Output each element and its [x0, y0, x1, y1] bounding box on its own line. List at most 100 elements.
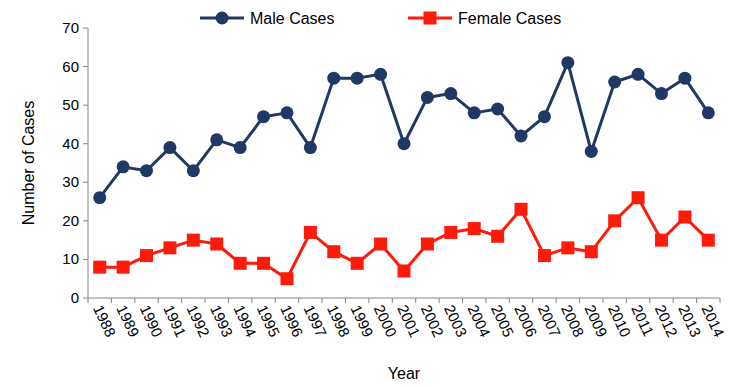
x-tick — [415, 298, 416, 303]
data-point — [304, 141, 317, 154]
data-point — [608, 214, 621, 227]
data-point — [163, 141, 176, 154]
y-tick-label: 60 — [62, 58, 79, 75]
x-tick — [696, 298, 697, 303]
data-point — [398, 265, 411, 278]
legend-marker — [424, 12, 437, 25]
x-tick — [485, 298, 486, 303]
x-tick — [228, 298, 229, 303]
chart: 0102030405060701988198919901991199219931… — [0, 0, 752, 387]
data-point — [351, 72, 364, 85]
data-point — [515, 203, 528, 216]
x-tick — [673, 298, 674, 303]
data-point — [421, 91, 434, 104]
y-tick-label: 30 — [62, 173, 79, 190]
data-point — [561, 241, 574, 254]
data-point — [421, 238, 434, 251]
data-point — [140, 164, 153, 177]
data-point — [234, 257, 247, 270]
y-tick — [83, 66, 88, 67]
data-point — [374, 238, 387, 251]
data-point — [678, 211, 691, 224]
data-point — [561, 56, 574, 69]
legend-label: Male Cases — [250, 10, 334, 27]
data-point — [351, 257, 364, 270]
y-tick-label: 40 — [62, 135, 79, 152]
x-tick — [205, 298, 206, 303]
x-tick — [88, 298, 89, 303]
x-tick — [462, 298, 463, 303]
data-point — [585, 245, 598, 258]
y-tick-label: 10 — [62, 250, 79, 267]
data-point — [491, 230, 504, 243]
data-point — [187, 234, 200, 247]
x-tick — [392, 298, 393, 303]
y-tick — [83, 143, 88, 144]
y-tick-label: 50 — [62, 96, 79, 113]
y-tick-label: 70 — [62, 19, 79, 36]
data-point — [93, 191, 106, 204]
data-point — [608, 76, 621, 89]
data-point — [444, 226, 457, 239]
y-tick-label: 0 — [71, 289, 79, 306]
x-tick — [720, 298, 721, 303]
x-tick — [602, 298, 603, 303]
data-point — [678, 72, 691, 85]
y-tick — [83, 259, 88, 260]
data-point — [632, 191, 645, 204]
data-point — [140, 249, 153, 262]
data-point — [444, 87, 457, 100]
x-tick — [626, 298, 627, 303]
data-point — [117, 261, 130, 274]
y-tick — [83, 182, 88, 183]
series-line — [100, 63, 709, 198]
data-point — [117, 160, 130, 173]
x-tick — [111, 298, 112, 303]
x-tick — [251, 298, 252, 303]
x-axis-line — [88, 298, 720, 299]
data-point — [491, 103, 504, 116]
x-tick — [439, 298, 440, 303]
x-tick — [345, 298, 346, 303]
legend-marker — [216, 12, 229, 25]
x-tick — [649, 298, 650, 303]
data-point — [93, 261, 106, 274]
data-point — [280, 272, 293, 285]
plot-area — [93, 56, 715, 285]
x-tick — [298, 298, 299, 303]
data-point — [280, 106, 293, 119]
data-point — [655, 234, 668, 247]
x-tick — [368, 298, 369, 303]
data-point — [468, 106, 481, 119]
data-point — [538, 249, 551, 262]
y-tick — [83, 105, 88, 106]
data-point — [210, 238, 223, 251]
data-point — [163, 241, 176, 254]
x-tick-label: 2011 — [628, 302, 657, 338]
y-tick — [83, 220, 88, 221]
data-point — [515, 130, 528, 143]
x-tick — [579, 298, 580, 303]
x-tick — [181, 298, 182, 303]
data-point — [655, 87, 668, 100]
data-point — [257, 110, 270, 123]
x-tick — [134, 298, 135, 303]
data-point — [187, 164, 200, 177]
data-point — [374, 68, 387, 81]
data-point — [327, 72, 340, 85]
y-tick — [83, 298, 88, 299]
x-tick — [532, 298, 533, 303]
data-point — [210, 133, 223, 146]
data-point — [398, 137, 411, 150]
y-axis-title: Number of Cases — [20, 101, 37, 226]
data-point — [585, 145, 598, 158]
series-line — [100, 198, 709, 279]
y-tick — [83, 28, 88, 29]
data-point — [468, 222, 481, 235]
x-tick — [322, 298, 323, 303]
x-axis-title: Year — [388, 365, 421, 382]
x-tick — [158, 298, 159, 303]
data-point — [234, 141, 247, 154]
data-point — [257, 257, 270, 270]
data-point — [702, 234, 715, 247]
